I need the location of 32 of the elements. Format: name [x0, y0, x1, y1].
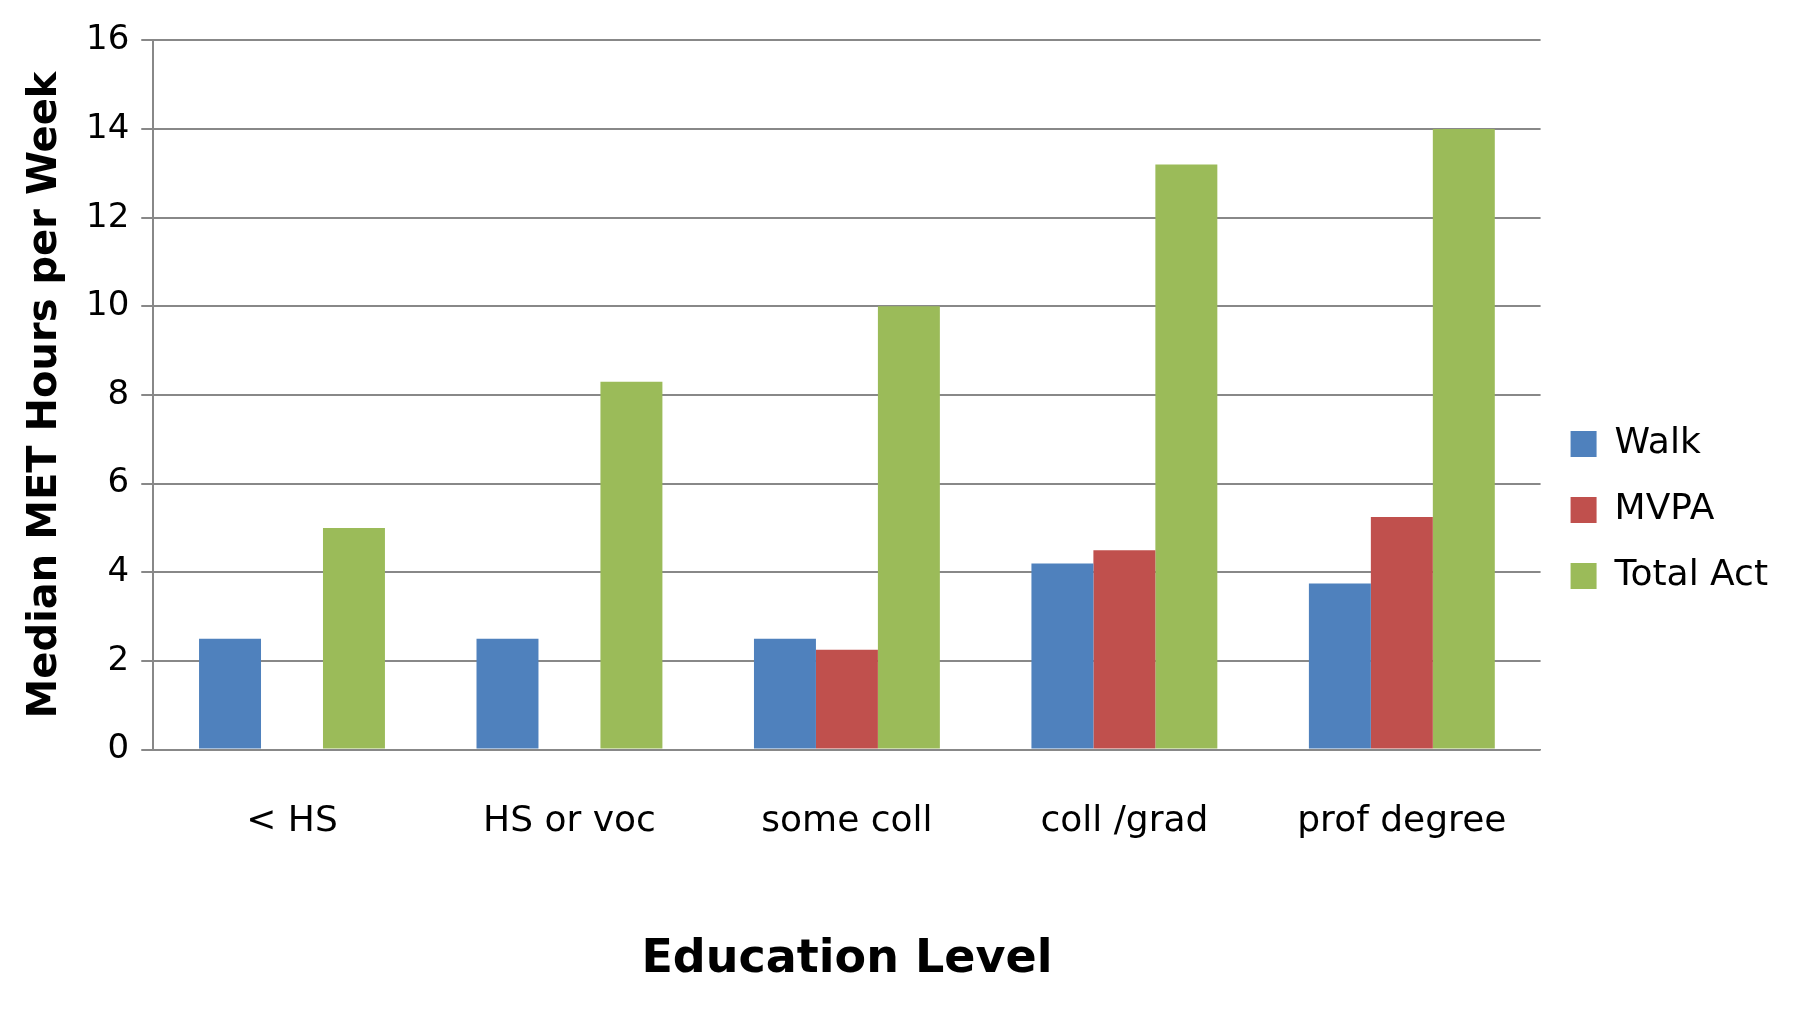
- x-tick-label: some coll: [761, 797, 933, 839]
- legend-label: MVPA: [1614, 486, 1715, 528]
- bar: [1155, 164, 1218, 749]
- y-tick-label: 10: [86, 283, 130, 324]
- bar: [1370, 516, 1433, 749]
- legend-label: Total Act: [1613, 552, 1768, 594]
- bar: [1308, 583, 1371, 749]
- y-tick-label: 8: [107, 371, 130, 412]
- x-tick-label: coll /grad: [1040, 797, 1209, 839]
- x-tick-label: < HS: [246, 797, 338, 839]
- y-axis-title: Median MET Hours per Week: [19, 70, 66, 719]
- y-tick-label: 2: [107, 637, 130, 678]
- bar: [815, 649, 878, 749]
- bar: [877, 306, 940, 749]
- x-axis-title: Education Level: [641, 929, 1053, 984]
- bar: [1432, 129, 1495, 749]
- y-tick-label: 6: [107, 460, 130, 501]
- bar: [322, 527, 385, 749]
- y-tick-label: 12: [86, 194, 130, 235]
- bar: [1031, 563, 1094, 749]
- y-tick-label: 16: [86, 17, 130, 58]
- x-tick-label: prof degree: [1297, 797, 1507, 839]
- bar: [476, 638, 539, 749]
- y-tick-label: 0: [107, 726, 130, 767]
- bar: [199, 638, 262, 749]
- bar: [1093, 550, 1156, 749]
- bar: [753, 638, 816, 749]
- y-tick-label: 14: [86, 105, 130, 146]
- y-tick-label: 4: [107, 549, 130, 590]
- legend-label: Walk: [1614, 420, 1701, 462]
- bar: [600, 381, 663, 749]
- x-tick-label: HS or voc: [483, 797, 656, 839]
